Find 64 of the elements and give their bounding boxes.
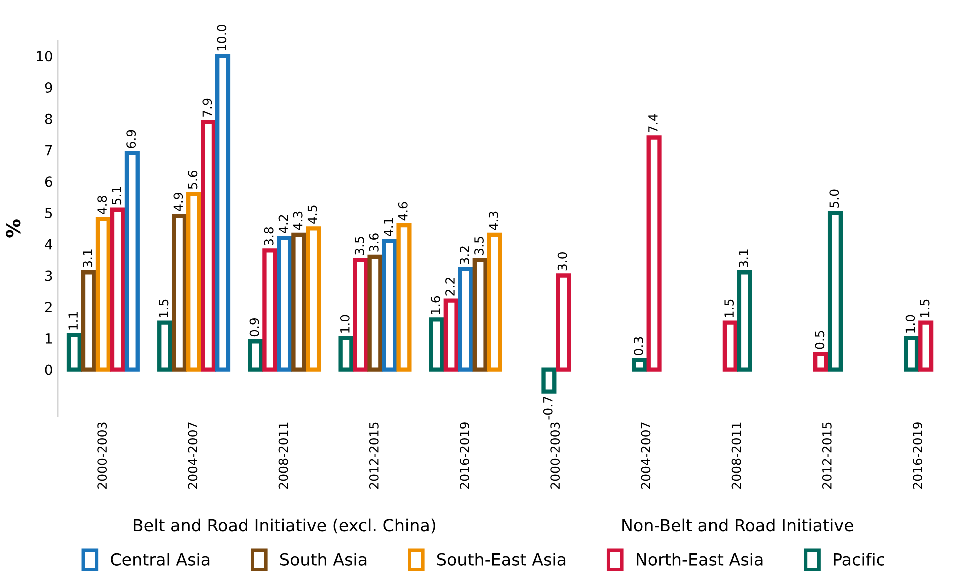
data-label: 3.8 [264,227,274,246]
x-tick-label: 2004-2007 [641,422,651,489]
data-label: 6.9 [126,130,136,148]
y-tick-label: 6 [45,176,52,188]
data-label: 7.9 [202,98,212,117]
y-tick-label: 10 [37,51,52,62]
data-label: 1.5 [724,300,734,318]
data-label: 3.5 [474,237,484,255]
legend-label: Central Asia [111,553,210,566]
y-tick-label: 7 [46,145,52,156]
legend-label: Pacific [834,553,884,566]
y-tick-label: 1 [46,334,52,344]
data-label: 5.1 [112,186,122,205]
y-tick-label: 4 [45,240,52,250]
x-tick-label: 2004-2007 [188,422,198,489]
x-tick-label: 2016-2019 [913,422,922,489]
x-tick-label: 2008-2011 [278,422,288,489]
data-label: 0.5 [815,331,825,350]
legend-label: South-East Asia [438,553,566,566]
data-label: 7.4 [648,114,658,133]
data-label: 3.5 [354,237,364,255]
data-label: 10.0 [217,25,227,51]
data-label: 2.2 [446,278,455,296]
y-tick-label: 2 [45,302,52,312]
data-label: 4.6 [398,202,408,221]
data-label: 3.1 [83,250,93,268]
data-label: 3.6 [369,234,379,252]
data-label: 4.1 [384,218,394,236]
data-label: 5.0 [830,190,840,208]
data-label: 1.0 [906,315,916,333]
data-label: 4.3 [489,212,498,230]
data-label: 1.5 [159,300,169,318]
x-tick-label: 2000-2003 [98,422,108,489]
data-label: 1.1 [68,312,78,330]
y-tick-label: 9 [45,82,52,94]
text: Non-Belt and Road Initiative [622,518,854,532]
data-label: 5.6 [188,170,198,190]
x-tick-label: 2016-2019 [460,422,470,489]
text: Belt and Road Initiative (excl. China) [134,518,436,534]
y-tick-label: 3 [46,270,52,282]
data-label: 4.8 [98,196,108,215]
x-tick-label: 2000-2003 [550,422,560,489]
data-label: 4.3 [293,212,303,230]
x-tick-label: 2012-2015 [822,422,832,489]
data-label: 0.3 [634,337,644,356]
data-label: 0.9 [250,318,260,337]
data-label: 3.1 [739,250,749,268]
y-axis-title: % [6,220,21,238]
data-label: 1.6 [431,296,440,314]
x-tick-label: 2012-2015 [369,422,379,489]
data-label: 4.2 [278,215,288,234]
data-label: 3.2 [460,246,470,264]
y-tick-label: 0 [45,364,52,376]
data-label: 3.0 [558,252,568,271]
data-label: 1.0 [340,315,350,333]
data-label: -0.7 [543,397,553,420]
data-label: 4.9 [174,192,184,212]
legend-label: South Asia [280,553,367,566]
data-label: 4.5 [308,206,318,224]
data-label: 1.5 [920,300,930,318]
y-tick-label: 5 [46,208,52,218]
y-tick-label: 8 [45,114,52,124]
legend-label: North-East Asia [637,553,763,566]
x-tick-label: 2008-2011 [732,422,742,489]
